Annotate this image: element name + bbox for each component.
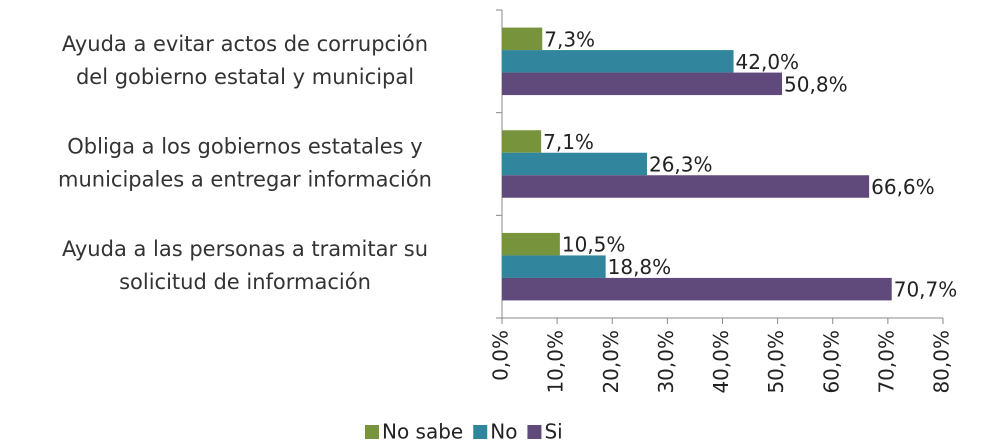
value-label: 7,1% <box>543 130 594 154</box>
bar <box>502 277 892 301</box>
category-label: solicitud de información <box>119 270 371 294</box>
bar <box>502 27 543 51</box>
value-label: 70,7% <box>894 278 958 302</box>
category-label: Ayuda a las personas a tramitar su <box>62 237 428 261</box>
value-label: 50,8% <box>784 72 848 96</box>
bar <box>502 175 870 198</box>
x-tick-label: 50,0% <box>764 330 788 394</box>
legend-label: No <box>490 420 517 444</box>
x-tick-label: 80,0% <box>930 330 954 394</box>
category-label: municipales a entregar información <box>58 168 432 192</box>
x-tick-label: 70,0% <box>874 330 898 394</box>
x-tick-label: 30,0% <box>654 330 678 394</box>
x-tick-label: 20,0% <box>599 330 623 394</box>
value-label: 26,3% <box>649 153 713 177</box>
category-label: del gobierno estatal y municipal <box>76 65 414 89</box>
bar <box>502 130 542 153</box>
category-label: Ayuda a evitar actos de corrupción <box>62 32 428 56</box>
bar <box>502 232 560 256</box>
legend-swatch <box>473 425 488 439</box>
value-label: 66,6% <box>871 175 935 199</box>
bar <box>502 50 734 73</box>
value-label: 10,5% <box>562 233 626 257</box>
value-label: 18,8% <box>608 255 672 279</box>
x-tick-label: 10,0% <box>544 330 568 394</box>
legend-swatch <box>527 425 542 439</box>
legend-label: Si <box>544 420 562 444</box>
x-tick-label: 60,0% <box>819 330 843 394</box>
value-label: 42,0% <box>736 50 800 74</box>
legend-swatch <box>365 425 379 439</box>
bar <box>502 152 647 176</box>
legend-label: No sabe <box>382 420 463 444</box>
bar <box>502 255 606 278</box>
value-label: 7,3% <box>544 27 595 51</box>
x-tick-label: 0,0% <box>489 330 513 381</box>
bar <box>502 72 783 96</box>
category-label: Obliga a los gobiernos estatales y <box>67 135 422 159</box>
x-tick-label: 40,0% <box>709 330 733 394</box>
